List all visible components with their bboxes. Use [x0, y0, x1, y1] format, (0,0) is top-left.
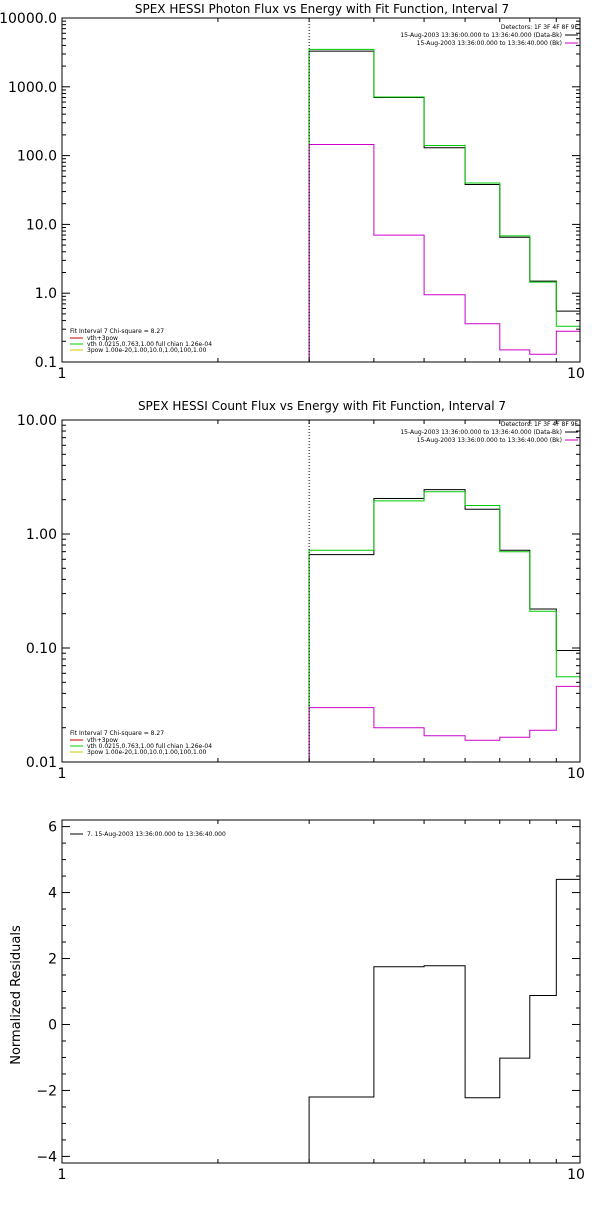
legend-entry-3pow: 3pow 1.00e-20,1.00,10.0,1.00,100,1.00: [87, 749, 207, 756]
y-tick-label: −2: [36, 1083, 57, 1099]
legend: Detectors: 1F 3F 4F 8F 9F 15-Aug-2003 13…: [70, 24, 579, 354]
plot-frame: [61, 819, 581, 1164]
y-tick-label: 4: [48, 886, 57, 902]
y-tick-label: 10.0: [26, 217, 57, 233]
series-line-2: [308, 144, 581, 362]
y-tick-label: 0.01: [26, 755, 57, 771]
series-group: [308, 48, 581, 362]
legend-entry-bk: 15-Aug-2003 13:36:00.000 to 13:36:40.000…: [417, 437, 562, 444]
tick-labels: 1 10 6 4 2 0 −2 −4: [36, 820, 585, 1183]
legend: Detectors: 1F 3F 4F 8F 9F 15-Aug-2003 13…: [70, 421, 579, 756]
x-tick-label: 10: [567, 766, 585, 782]
x-tick-label: 1: [58, 1167, 67, 1183]
y-tick-label: 2: [48, 952, 57, 968]
legend-entry-data-bk: 15-Aug-2003 13:36:00.000 to 13:36:40.000…: [400, 32, 562, 39]
x-tick-label: 10: [567, 1167, 585, 1183]
y-tick-label: 10.00: [17, 413, 57, 429]
series-line-0: [308, 489, 581, 762]
residuals-panel: Normalized Residuals 1 10 6 4 2 0 −2 −4 7. 15-A…: [9, 819, 585, 1183]
y-tick-label: 6: [48, 820, 57, 836]
x-tick-label: 1: [58, 766, 67, 782]
y-tick-label: 0: [48, 1017, 57, 1033]
y-tick-label: 1.0: [35, 286, 57, 302]
series-group: [308, 489, 581, 762]
x-tick-label: 10: [567, 366, 585, 382]
series-group: [308, 878, 581, 1163]
legend-entry-data-bk: 15-Aug-2003 13:36:00.000 to 13:36:40.000…: [400, 429, 562, 436]
y-tick-label: 100.0: [17, 149, 57, 165]
y-tick-label: 1.00: [26, 527, 57, 543]
y-tick-label: 1000.0: [8, 80, 57, 96]
series-line-1: [308, 48, 581, 362]
detectors-label: Detectors: 1F 3F 4F 8F 9F: [501, 421, 579, 428]
series-line-0: [308, 50, 581, 362]
legend-entry-3pow: 3pow 1.00e-20,1.00,10.0,1.00,100,1.00: [87, 347, 207, 354]
x-tick-label: 1: [58, 366, 67, 382]
fit-interval-label: Fit Interval 7 Chi-square = 8.27: [70, 328, 164, 335]
photon-flux-panel: SPEX HESSI Photon Flux vs Energy with Fi…: [0, 2, 585, 382]
legend-entry-vth: vth 0.0215,0.763,1.00 full chian 1.26e-0…: [87, 743, 212, 750]
series-line-1: [308, 491, 581, 762]
y-tick-label: −4: [36, 1149, 57, 1165]
y-tick-label: 0.1: [35, 355, 57, 371]
series-line-2: [308, 685, 581, 762]
y-axis-label: Normalized Residuals: [9, 925, 24, 1065]
count-flux-panel: SPEX HESSI Count Flux vs Energy with Fit…: [17, 399, 585, 782]
tick-labels: 1 10 0.1 1.0 10.0 100.0 1000.0 10000.0: [0, 11, 585, 382]
legend-entry-bk: 15-Aug-2003 13:36:00.000 to 13:36:40.000…: [417, 40, 562, 47]
panel-title: SPEX HESSI Count Flux vs Energy with Fit…: [138, 399, 506, 413]
axis-ticks: [61, 419, 581, 763]
y-tick-label: 0.10: [26, 641, 57, 657]
plot-frame: [61, 419, 581, 763]
tick-labels: 1 10 0.01 0.10 1.00 10.00: [17, 413, 585, 782]
y-tick-label: 10000.0: [0, 11, 57, 27]
legend-entry-interval: 7. 15-Aug-2003 13:36:00.000 to 13:36:40.…: [87, 831, 226, 838]
detectors-label: Detectors: 1F 3F 4F 8F 9F: [501, 24, 579, 31]
panel-title: SPEX HESSI Photon Flux vs Energy with Fi…: [135, 2, 509, 16]
axis-ticks: [61, 820, 581, 1163]
legend: 7. 15-Aug-2003 13:36:00.000 to 13:36:40.…: [70, 831, 226, 838]
legend-entry-model: vth+3pow: [87, 335, 118, 342]
legend-entry-vth: vth 0.0215,0.763,1.00 full chian 1.26e-0…: [87, 341, 212, 348]
plot-frame: [61, 17, 581, 363]
axis-ticks: [61, 17, 581, 363]
fit-interval-label: Fit Interval 7 Chi-square = 8.27: [70, 730, 164, 737]
legend-entry-model: vth+3pow: [87, 737, 118, 744]
series-line-0: [308, 878, 581, 1163]
